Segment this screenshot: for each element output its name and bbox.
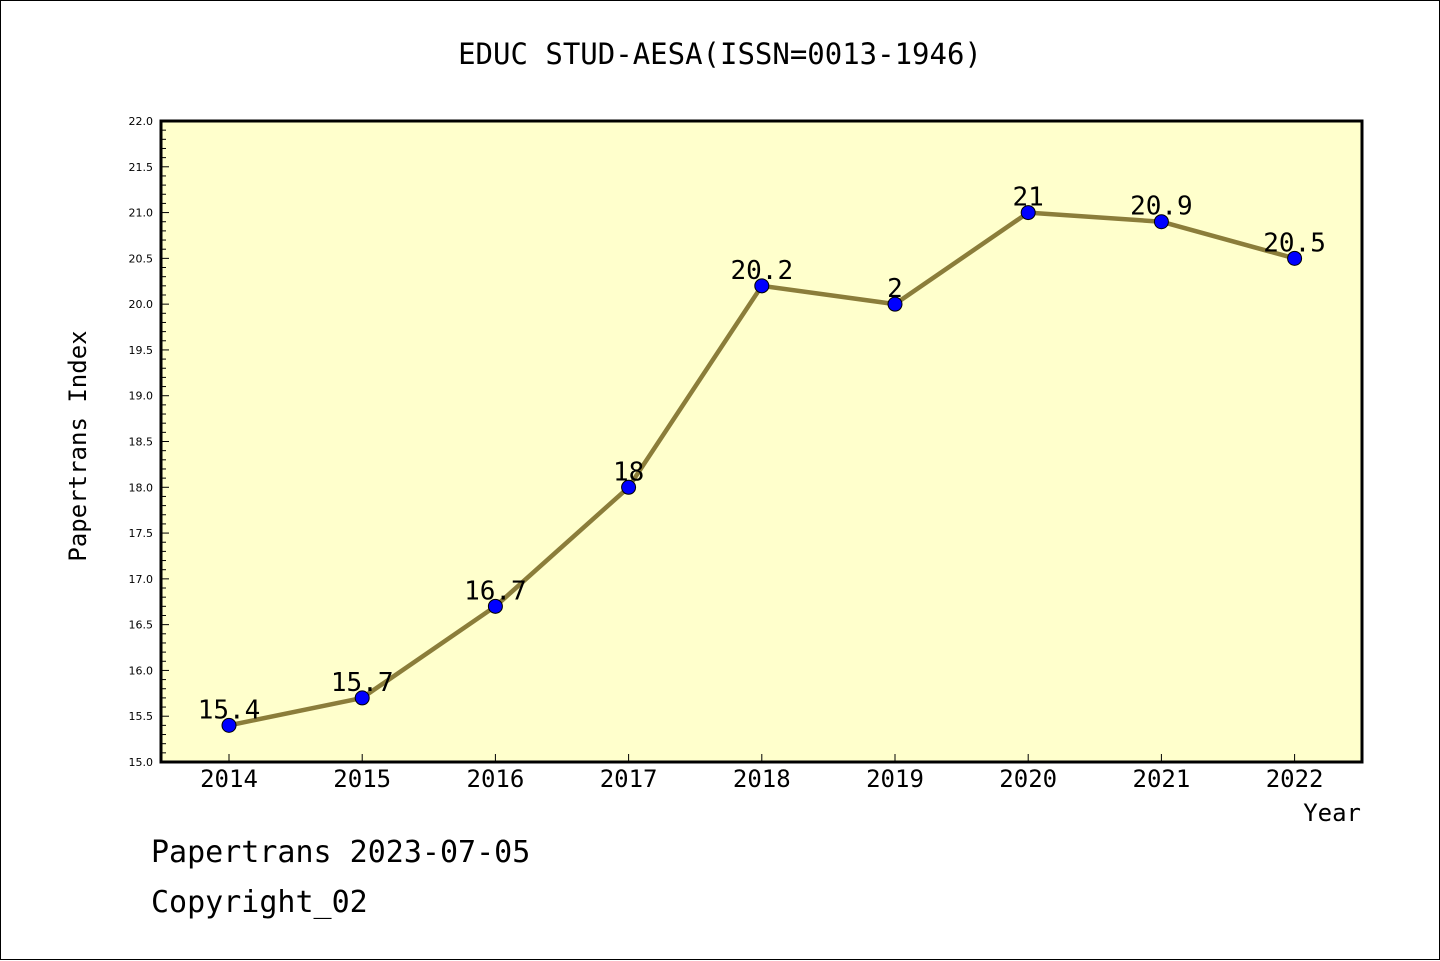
- x-tick-label: 2015: [333, 765, 391, 793]
- y-tick-label: 19.5: [129, 344, 154, 357]
- y-tick-label: 15.5: [129, 710, 154, 723]
- y-tick-label: 19.0: [129, 390, 154, 403]
- y-tick-label: 21.0: [129, 207, 154, 220]
- y-tick-label: 18.0: [129, 481, 154, 494]
- data-point: [754, 278, 770, 294]
- data-point: [621, 479, 637, 495]
- y-axis: 15.0 15.5 16.0 16.5 17.0 17.5 18.0 18.5 19.0 19.5…: [129, 115, 169, 769]
- x-tick-label: 2016: [467, 765, 525, 793]
- x-tick-label: 2020: [999, 765, 1057, 793]
- y-tick-label: 20.0: [129, 298, 154, 311]
- x-tick-label: 2022: [1266, 765, 1324, 793]
- x-tick-label: 2014: [200, 765, 258, 793]
- y-tick-label: 22.0: [129, 115, 154, 128]
- y-tick-label: 16.0: [129, 664, 154, 677]
- x-axis-title: Year: [1303, 799, 1361, 827]
- y-tick-label: 20.5: [129, 252, 154, 265]
- data-labels: 15.4 15.7 16.7 18 20.2 2 21 20.9 20.5: [198, 183, 1326, 726]
- y-tick-label: 17.0: [129, 573, 154, 586]
- data-label: 2: [887, 274, 903, 304]
- data-label: 15.4: [198, 695, 261, 725]
- data-label: 15.7: [331, 668, 394, 698]
- x-axis: 2014 2015 2016 2017 2018 2019 2020 2021 2022: [200, 754, 1323, 793]
- plot-frame: [159, 119, 1364, 764]
- x-tick-label: 2019: [866, 765, 924, 793]
- data-label: 20.5: [1263, 228, 1326, 258]
- y-tick-label: 18.5: [129, 436, 154, 449]
- footer-copyright: Copyright_02: [151, 885, 368, 920]
- y-tick-label: 16.5: [129, 619, 154, 632]
- data-label: 20.9: [1130, 192, 1193, 222]
- data-point: [487, 598, 503, 614]
- footer-date: Papertrans 2023-07-05: [151, 835, 531, 870]
- x-tick-label: 2021: [1133, 765, 1191, 793]
- data-point: [1153, 214, 1169, 230]
- data-markers: [221, 205, 1303, 733]
- data-point: [1287, 250, 1303, 266]
- y-tick-label: 15.0: [129, 756, 154, 769]
- x-tick-label: 2017: [600, 765, 658, 793]
- data-point: [1020, 205, 1036, 221]
- x-tick-label: 2018: [733, 765, 791, 793]
- data-label: 18: [613, 457, 644, 487]
- chart-title: EDUC STUD-AESA(ISSN=0013-1946): [458, 37, 982, 71]
- data-label: 21: [1013, 183, 1044, 213]
- data-label: 16.7: [464, 576, 527, 606]
- data-point: [887, 296, 903, 312]
- data-point: [354, 690, 370, 706]
- y-tick-label: 17.5: [129, 527, 154, 540]
- y-tick-label: 21.5: [129, 161, 154, 174]
- data-label: 20.2: [730, 256, 793, 286]
- y-axis-title: Papertrans Index: [64, 330, 92, 561]
- data-point: [221, 717, 237, 733]
